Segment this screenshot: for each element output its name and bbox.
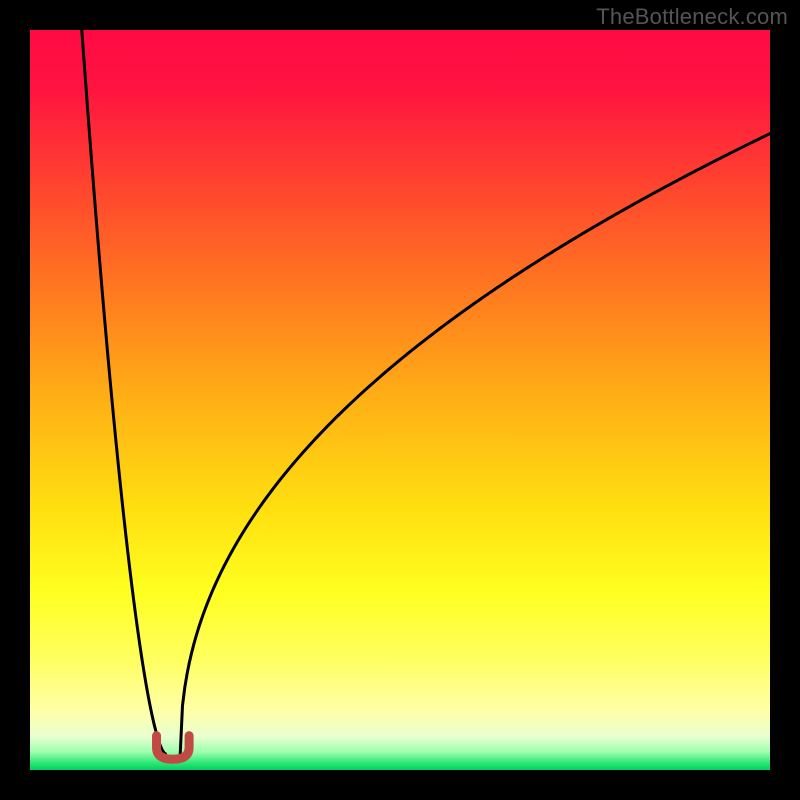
watermark-text: TheBottleneck.com [596,4,788,30]
chart-container: { "watermark": { "text": "TheBottleneck.… [0,0,800,800]
bottleneck-chart [0,0,800,800]
